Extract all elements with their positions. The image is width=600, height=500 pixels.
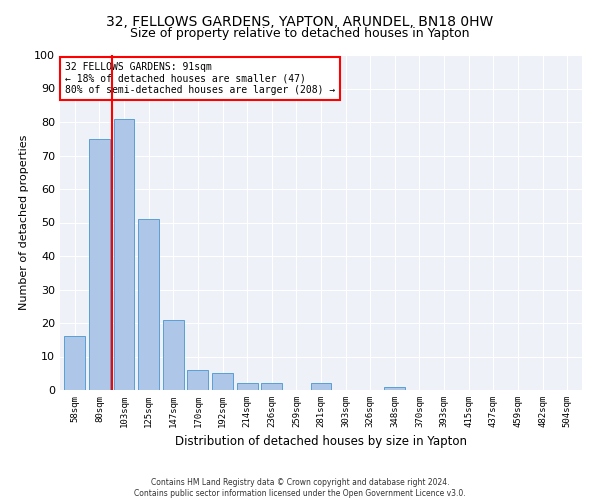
Y-axis label: Number of detached properties: Number of detached properties	[19, 135, 29, 310]
Bar	[212, 373, 233, 390]
X-axis label: Distribution of detached houses by size in Yapton: Distribution of detached houses by size …	[175, 436, 467, 448]
Text: 32, FELLOWS GARDENS, YAPTON, ARUNDEL, BN18 0HW: 32, FELLOWS GARDENS, YAPTON, ARUNDEL, BN…	[106, 15, 494, 29]
Bar	[113, 118, 134, 390]
Bar	[89, 138, 110, 390]
Bar	[163, 320, 184, 390]
Bar	[236, 384, 257, 390]
Bar	[385, 386, 406, 390]
Text: 32 FELLOWS GARDENS: 91sqm
← 18% of detached houses are smaller (47)
80% of semi-: 32 FELLOWS GARDENS: 91sqm ← 18% of detac…	[65, 62, 335, 95]
Bar	[311, 384, 331, 390]
Text: Contains HM Land Registry data © Crown copyright and database right 2024.
Contai: Contains HM Land Registry data © Crown c…	[134, 478, 466, 498]
Bar	[138, 219, 159, 390]
Bar	[261, 384, 282, 390]
Text: Size of property relative to detached houses in Yapton: Size of property relative to detached ho…	[130, 28, 470, 40]
Bar	[64, 336, 85, 390]
Bar	[187, 370, 208, 390]
